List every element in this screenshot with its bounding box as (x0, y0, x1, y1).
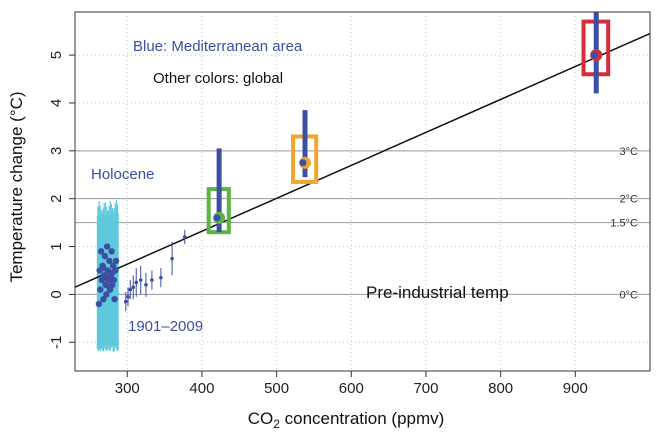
annotation-holocene: Holocene (91, 166, 154, 183)
annotation-blue-note: Blue: Mediterranean area (133, 38, 303, 55)
recent-point (182, 235, 187, 239)
reference-label: 1.5°C (610, 218, 638, 230)
holocene-point (112, 257, 120, 265)
holocene-point (109, 269, 116, 277)
recent-point (126, 295, 130, 299)
x-tick-label: 700 (413, 380, 438, 397)
y-tick-label: 2 (48, 195, 65, 203)
holocene-band (96, 199, 119, 352)
recent-point (128, 287, 133, 292)
holocene-point (97, 248, 105, 255)
holocene-point (106, 284, 113, 291)
y-tick-label: 1 (48, 242, 65, 250)
holocene-point (103, 291, 110, 298)
reference-label: 3°C (620, 146, 639, 158)
scenario-inner-point (590, 51, 598, 59)
annotation-pre-industrial: Pre-industrial temp (366, 283, 509, 302)
recent-point (138, 278, 143, 282)
holocene-point (110, 276, 118, 284)
trend-line-path (74, 32, 651, 288)
scenario-markers (206, 12, 611, 235)
holocene-point (106, 257, 113, 265)
plot-frame (74, 11, 651, 372)
recent-point (123, 299, 128, 304)
holocene-point (108, 248, 115, 255)
holocene-point (100, 264, 107, 272)
recent-point (131, 285, 136, 290)
scenario-inner-point (213, 214, 221, 222)
reference-label: 2°C (620, 194, 639, 206)
data-points (95, 229, 187, 312)
x-tick-label: 800 (488, 380, 513, 397)
y-tick-label: 4 (48, 99, 65, 107)
trend-line (74, 32, 651, 288)
holocene-point (100, 296, 107, 303)
recent-point (159, 275, 163, 280)
y-axis-title: Temperature change (°C) (7, 91, 26, 282)
y-tick-label: 0 (48, 290, 65, 298)
holocene-point (103, 243, 111, 250)
recent-point (150, 278, 154, 282)
holocene-point (109, 262, 117, 269)
recent-point (170, 256, 174, 261)
annotation-recent-period: 1901–2009 (128, 318, 203, 335)
recent-point (144, 283, 148, 287)
x-tick-label: 600 (339, 380, 364, 397)
holocene-point (97, 286, 104, 293)
x-tick-label: 300 (115, 380, 140, 397)
y-tick-label: 3 (48, 147, 65, 155)
x-tick-label: 500 (264, 380, 289, 397)
reference-label: 0°C (620, 289, 639, 301)
annotation-global-note: Other colors: global (153, 70, 283, 87)
x-tick-label: 900 (563, 380, 588, 397)
x-tick-label: 400 (189, 380, 214, 397)
reference-lines: 3°C 2°C 1.5°C 0°C (75, 146, 650, 301)
x-axis-title: CO2 concentration (ppmv) (248, 409, 445, 431)
scenario-inner-point (299, 159, 307, 167)
holocene-point (95, 300, 103, 308)
y-tick-label: -1 (48, 336, 65, 349)
axes: 300 400 500 600 700 800 900 -1 0 1 2 3 4 5 (48, 51, 588, 397)
recent-point (134, 280, 139, 285)
holocene-point (103, 274, 110, 281)
holocene-point (101, 252, 109, 260)
holocene-point (111, 296, 118, 303)
y-tick-label: 5 (48, 51, 65, 59)
